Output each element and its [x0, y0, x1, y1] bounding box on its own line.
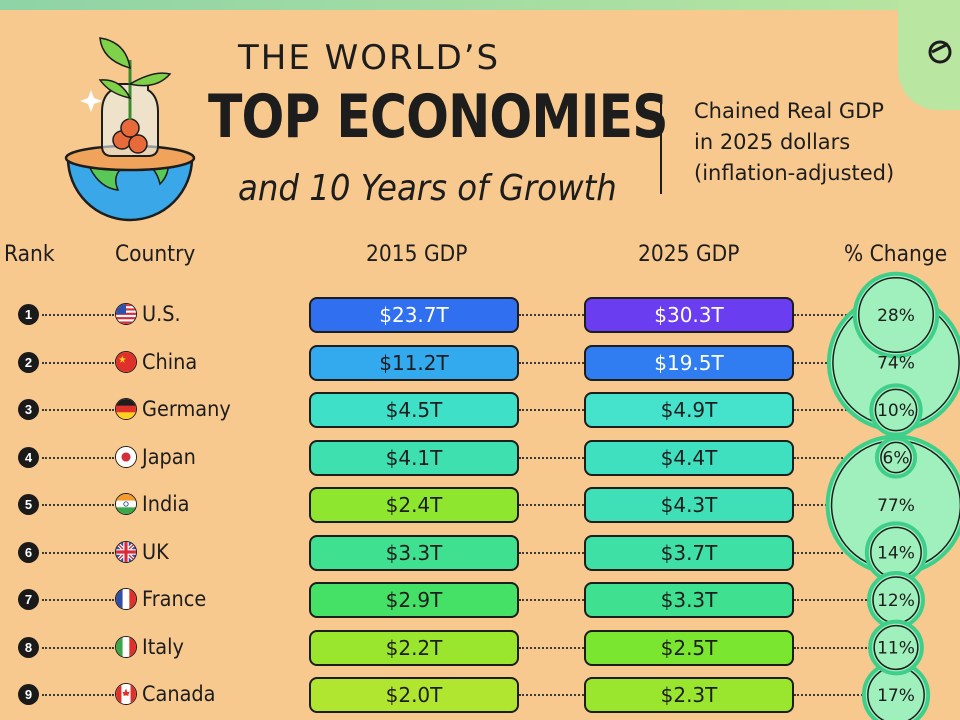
- gdp-2015-pill: $2.0T: [309, 677, 519, 713]
- gdp-2025-pill: $30.3T: [584, 297, 794, 333]
- row-leader-dots: [519, 599, 584, 601]
- gdp-2015-pill: $2.2T: [309, 629, 519, 666]
- rank-badge: 7: [18, 589, 39, 610]
- row-leader-dots: [42, 504, 114, 506]
- row-leader-dots: [42, 456, 114, 459]
- japan-flag-icon: [115, 445, 137, 468]
- country-name: France: [142, 587, 207, 611]
- gdp-2015-pill: $23.7T: [309, 297, 519, 333]
- table-row: 7 France $2.9T $3.3T: [0, 580, 960, 620]
- row-leader-dots: [42, 314, 114, 316]
- row-leader-dots: [519, 456, 584, 459]
- globe-plant-illustration: [64, 37, 196, 222]
- row-leader-dots: [42, 694, 114, 696]
- row-leader-dots: [794, 551, 870, 554]
- gdp-2025-pill: $4.4T: [584, 439, 794, 476]
- header-divider: [660, 96, 662, 194]
- row-leader-dots: [794, 646, 870, 649]
- italy-flag-icon: [115, 635, 137, 658]
- row-leader-dots: [794, 694, 870, 696]
- top-band: [0, 0, 960, 10]
- table-row: 6 UK $3.3T $3.7T: [0, 533, 960, 573]
- row-leader-dots: [519, 551, 584, 554]
- gdp-2025-pill: $2.5T: [584, 629, 794, 666]
- gdp-2015-pill: $2.9T: [309, 582, 519, 618]
- rank-badge: 1: [18, 304, 39, 325]
- row-leader-dots: [519, 646, 584, 649]
- gdp-2015-pill: $2.4T: [309, 487, 519, 523]
- gdp-2025-pill: $3.7T: [584, 534, 794, 571]
- row-leader-dots: [519, 409, 584, 411]
- column-header-2025-gdp: 2025 GDP: [638, 242, 740, 267]
- title-small: THE WORLD’S: [238, 38, 501, 78]
- row-leader-dots: [42, 409, 114, 411]
- title-subtitle: and 10 Years of Growth: [238, 168, 617, 209]
- country-name: UK: [142, 539, 169, 564]
- rank-badge: 4: [18, 446, 39, 468]
- row-leader-dots: [42, 361, 114, 364]
- france-flag-icon: [115, 588, 137, 610]
- gdp-2025-pill: $2.3T: [584, 677, 794, 713]
- row-leader-dots: [42, 599, 114, 601]
- column-header-2015-gdp: 2015 GDP: [366, 242, 468, 267]
- country-name: U.S.: [142, 302, 181, 326]
- uk-flag-icon: [115, 540, 137, 563]
- country-name: Italy: [142, 634, 184, 659]
- rank-badge: 5: [18, 494, 39, 515]
- row-leader-dots: [519, 504, 584, 506]
- row-leader-dots: [794, 504, 870, 506]
- gdp-2015-pill: $4.5T: [309, 392, 519, 428]
- table-row: 1 U.S. $23.7T $30.3T: [0, 295, 960, 335]
- gdp-2015-pill: $4.1T: [309, 439, 519, 476]
- country-name: China: [142, 349, 198, 374]
- row-leader-dots: [794, 361, 870, 364]
- page-title: TOP ECONOMIES: [208, 82, 669, 152]
- canada-flag-icon: [115, 683, 137, 705]
- row-leader-dots: [794, 314, 870, 316]
- table-row: 5 India $2.4T $4.3T: [0, 485, 960, 525]
- row-leader-dots: [519, 694, 584, 696]
- unit-note-line: in 2025 dollars: [694, 130, 851, 154]
- row-leader-dots: [794, 456, 870, 459]
- row-leader-dots: [42, 646, 114, 649]
- gdp-2025-pill: $4.9T: [584, 392, 794, 428]
- table-row: 8 Italy $2.2T $2.5T: [0, 628, 960, 668]
- gdp-2025-pill: $19.5T: [584, 344, 794, 381]
- country-name: Canada: [142, 682, 216, 706]
- country-name: Japan: [142, 444, 196, 469]
- us-flag-icon: [115, 303, 137, 325]
- gdp-2015-pill: $3.3T: [309, 534, 519, 571]
- rank-badge: 2: [18, 351, 39, 373]
- country-name: Germany: [142, 397, 231, 421]
- gdp-2015-pill: $11.2T: [309, 344, 519, 381]
- gdp-2025-pill: $3.3T: [584, 582, 794, 618]
- row-leader-dots: [794, 599, 870, 601]
- unit-note-line: Chained Real GDP: [694, 99, 884, 123]
- germany-flag-icon: [115, 398, 137, 420]
- unit-note-line: (inflation-adjusted): [694, 161, 895, 185]
- rank-badge: 6: [18, 541, 39, 563]
- row-leader-dots: [42, 551, 114, 554]
- china-flag-icon: [115, 350, 137, 373]
- rank-badge: 8: [18, 636, 39, 658]
- gdp-2025-pill: $4.3T: [584, 487, 794, 523]
- row-leader-dots: [794, 409, 870, 411]
- table-row: 2 China $11.2T $19.5T: [0, 343, 960, 383]
- column-header-rank: Rank: [4, 242, 55, 267]
- row-leader-dots: [519, 314, 584, 316]
- rank-badge: 9: [18, 684, 39, 705]
- country-name: India: [142, 492, 190, 516]
- table-row: 9 Canada $2.0T $2.3T: [0, 675, 960, 715]
- india-flag-icon: [115, 493, 137, 515]
- row-leader-dots: [519, 361, 584, 364]
- column-header-change: % Change: [844, 242, 948, 267]
- rank-badge: 3: [18, 399, 39, 420]
- column-header-country: Country: [115, 242, 196, 267]
- brand-logo-icon: [928, 40, 952, 64]
- table-row: 3 Germany $4.5T $4.9T: [0, 390, 960, 430]
- unit-note: Chained Real GDP in 2025 dollars (inflat…: [694, 96, 894, 189]
- table-row: 4 Japan $4.1T $4.4T: [0, 438, 960, 478]
